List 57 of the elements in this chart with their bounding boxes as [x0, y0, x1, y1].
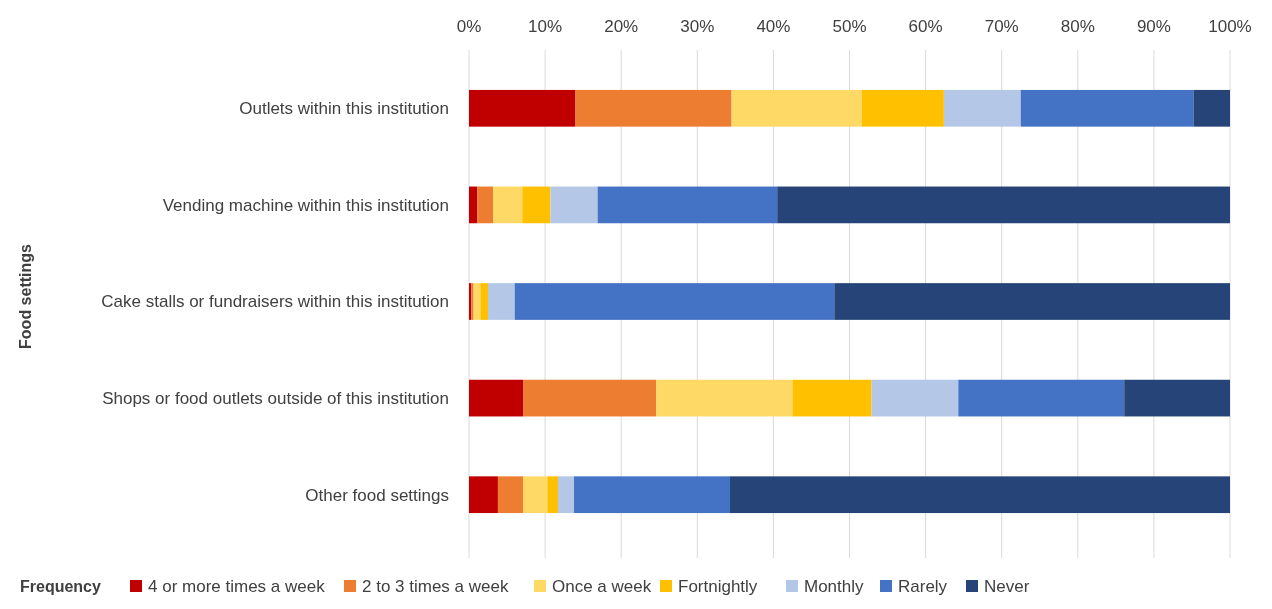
x-tick-label: 100%	[1208, 17, 1252, 36]
y-tick-label: Vending machine within this institution	[162, 195, 449, 215]
bar	[493, 186, 523, 224]
x-tick-label: 0%	[456, 17, 482, 36]
y-tick-label: Shops or food outlets outside of this institution	[102, 389, 449, 409]
y-axis-title: Food settings	[17, 243, 34, 349]
bar	[1193, 89, 1230, 127]
x-tick-label: 60%	[908, 17, 943, 36]
bar	[488, 283, 515, 320]
bar	[469, 476, 498, 514]
bar	[730, 476, 1230, 514]
bar	[522, 186, 551, 224]
bar	[523, 379, 657, 417]
bar	[958, 379, 1125, 417]
legend-label: Once a week	[552, 577, 652, 596]
bar	[574, 476, 731, 514]
bar	[1124, 379, 1230, 417]
x-tick-label: 50%	[832, 17, 867, 36]
x-tick-label: 90%	[1136, 17, 1171, 36]
bar	[469, 379, 524, 417]
bar	[558, 476, 575, 514]
legend-label: Monthly	[804, 577, 865, 596]
bar	[1020, 89, 1194, 127]
bar	[497, 476, 524, 514]
bar	[834, 283, 1230, 320]
legend-label: Rarely	[898, 577, 948, 596]
legend-label: 4 or more times a week	[148, 577, 326, 596]
bar	[597, 186, 778, 224]
bar	[777, 186, 1230, 224]
legend-label: Fortnightly	[678, 577, 758, 596]
bar	[523, 476, 548, 514]
x-tick-label: 80%	[1060, 17, 1095, 36]
bar	[477, 186, 494, 224]
bar	[469, 89, 576, 127]
x-tick-label: 10%	[528, 17, 563, 36]
bar	[575, 89, 732, 127]
x-tick-label: 30%	[680, 17, 715, 36]
legend-title: Frequency	[20, 578, 102, 595]
bar	[871, 379, 959, 417]
x-tick-label: 40%	[756, 17, 791, 36]
y-tick-label: Other food settings	[305, 485, 449, 505]
legend-label: 2 to 3 times a week	[362, 577, 509, 596]
bar	[469, 186, 478, 224]
legend-label: Never	[984, 577, 1030, 596]
bar	[480, 283, 489, 320]
bar	[547, 476, 559, 514]
bar	[943, 89, 1021, 127]
bar	[550, 186, 598, 224]
y-tick-label: Outlets within this institution	[239, 99, 449, 119]
y-tick-label: Cake stalls or fundraisers within this institution	[101, 292, 449, 312]
bar	[792, 379, 872, 417]
bar	[861, 89, 944, 127]
bar	[514, 283, 835, 320]
bar	[731, 89, 862, 127]
bar	[656, 379, 793, 417]
x-tick-label: 70%	[984, 17, 1019, 36]
x-tick-label: 20%	[604, 17, 639, 36]
